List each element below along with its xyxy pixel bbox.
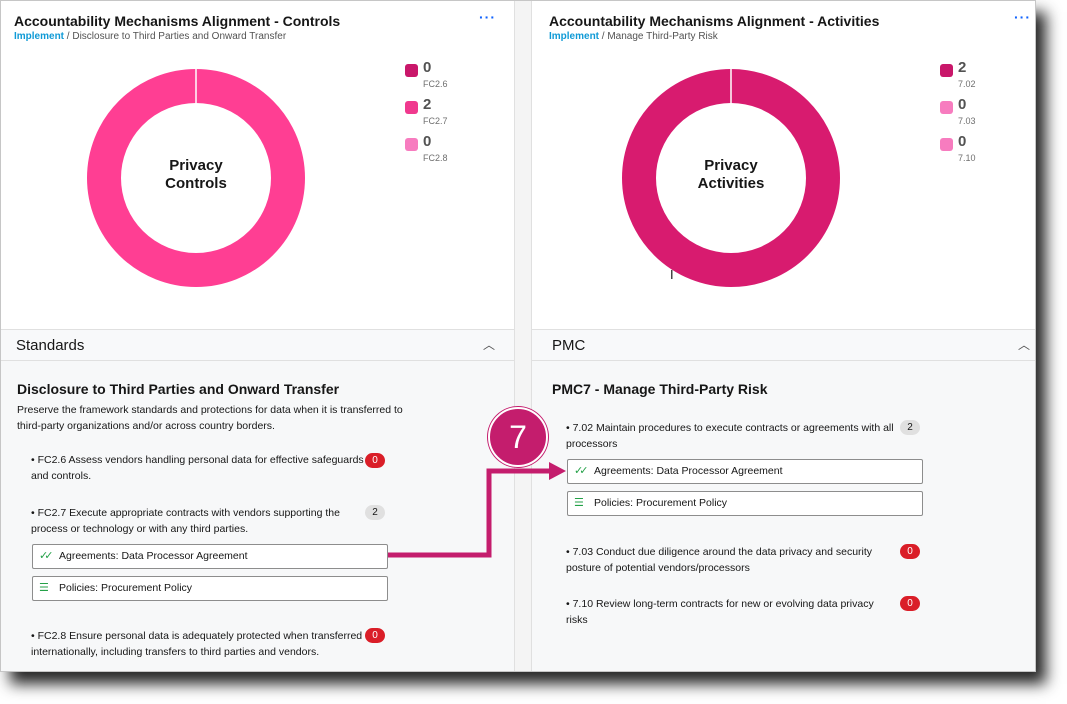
card-title: Accountability Mechanisms Alignment - Co… (14, 13, 341, 29)
count-badge: 0 (365, 628, 385, 643)
legend-label: FC2.7 (423, 116, 448, 126)
item-line: posture of potential vendors/processors (566, 562, 750, 574)
overflow-menu-icon[interactable]: ··· (479, 9, 496, 25)
chevron-up-icon[interactable]: ︿ (1018, 338, 1031, 352)
overflow-menu-icon[interactable]: ··· (1014, 9, 1031, 25)
breadcrumb-link[interactable]: Implement (14, 31, 65, 42)
count-badge: 0 (365, 453, 385, 468)
list-icon: ☰ (574, 497, 584, 509)
card-title: Accountability Mechanisms Alignment - Ac… (549, 13, 880, 29)
control-item-fc2-7: • FC2.7 Execute appropriate contracts wi… (31, 505, 366, 537)
agreement-link[interactable]: ✓✓ Agreements: Data Processor Agreement (32, 544, 388, 569)
legend-swatch (405, 101, 418, 114)
link-label: Agreements: Data Processor Agreement (59, 550, 248, 562)
section-header-label: Standards (16, 337, 85, 354)
pmc-title: PMC7 - Manage Third-Party Risk (552, 381, 768, 397)
app-frame: Accountability Mechanisms Alignment - Co… (0, 0, 1036, 672)
legend-value: 0 (958, 96, 967, 113)
standard-description: Preserve the framework standards and pro… (17, 402, 417, 434)
list-icon: ☰ (39, 582, 49, 594)
text-cursor-icon: I (670, 267, 674, 282)
count-badge: 0 (900, 544, 920, 559)
item-line: and controls. (31, 470, 92, 482)
control-item-fc2-8: • FC2.8 Ensure personal data is adequate… (31, 628, 366, 660)
donut-label-line1: Privacy (169, 157, 223, 174)
link-label: Policies: Procurement Policy (59, 582, 193, 594)
legend-value: 2 (423, 96, 432, 113)
legend-value: 2 (958, 59, 967, 76)
legend-value: 0 (423, 133, 432, 150)
activities-donut-chart[interactable] (622, 69, 840, 287)
count-badge: 2 (900, 420, 920, 435)
item-line: risks (566, 614, 588, 626)
legend-swatch (405, 138, 418, 151)
activity-item-7-02: • 7.02 Maintain procedures to execute co… (566, 420, 901, 452)
step-callout-badge: 7 (488, 407, 548, 467)
description-line: third-party organizations and/or across … (17, 420, 275, 432)
legend-swatch (405, 64, 418, 77)
pmc-section-header[interactable]: PMC ︿ (532, 329, 1035, 361)
double-check-icon: ✓✓ (574, 465, 588, 477)
item-line: • 7.03 Conduct due diligence around the … (566, 546, 873, 558)
item-line: process or technology or with any third … (31, 523, 249, 535)
breadcrumb-current: / Manage Third-Party Risk (599, 31, 718, 42)
item-line: • 7.10 Review long-term contracts for ne… (566, 598, 874, 610)
item-line: • 7.02 Maintain procedures to execute co… (566, 422, 894, 434)
donut-label-line2: Controls (165, 175, 227, 192)
legend-label: 7.02 (958, 79, 976, 89)
breadcrumb-link[interactable]: Implement (549, 31, 600, 42)
breadcrumb: Implement / Manage Third-Party Risk (549, 31, 718, 42)
legend-value: 0 (423, 59, 432, 76)
count-badge: 2 (365, 505, 385, 520)
standard-title: Disclosure to Third Parties and Onward T… (17, 381, 340, 397)
legend-label: FC2.6 (423, 79, 448, 89)
activities-panel: Accountability Mechanisms Alignment - Ac… (532, 1, 1035, 671)
chevron-up-icon[interactable]: ︿ (483, 338, 496, 352)
policy-link[interactable]: ☰ Policies: Procurement Policy (32, 576, 388, 601)
agreement-link[interactable]: ✓✓ Agreements: Data Processor Agreement (567, 459, 923, 484)
panel-divider (514, 1, 532, 671)
item-line: • FC2.7 Execute appropriate contracts wi… (31, 507, 340, 519)
item-line: processors (566, 438, 618, 450)
controls-donut-chart[interactable] (87, 69, 305, 287)
breadcrumb: Implement / Disclosure to Third Parties … (14, 31, 286, 42)
link-label: Agreements: Data Processor Agreement (594, 465, 783, 477)
count-badge: 0 (900, 596, 920, 611)
donut-center-label: Privacy Controls (87, 157, 305, 193)
activity-item-7-10: • 7.10 Review long-term contracts for ne… (566, 596, 901, 628)
description-line: Preserve the framework standards and pro… (17, 404, 403, 416)
legend-swatch (940, 101, 953, 114)
controls-panel: Accountability Mechanisms Alignment - Co… (1, 1, 514, 671)
item-line: internationally, including transfers to … (31, 646, 320, 658)
donut-label-line1: Privacy (704, 157, 758, 174)
item-line: • FC2.8 Ensure personal data is adequate… (31, 630, 363, 642)
standards-section-header[interactable]: Standards ︿ (1, 329, 514, 361)
legend-value: 0 (958, 133, 967, 150)
item-line: • FC2.6 Assess vendors handling personal… (31, 454, 364, 466)
control-item-fc2-6: • FC2.6 Assess vendors handling personal… (31, 452, 366, 484)
legend-label: FC2.8 (423, 153, 448, 163)
policy-link[interactable]: ☰ Policies: Procurement Policy (567, 491, 923, 516)
legend-swatch (940, 64, 953, 77)
activity-item-7-03: • 7.03 Conduct due diligence around the … (566, 544, 901, 576)
double-check-icon: ✓✓ (39, 550, 53, 562)
legend-label: 7.10 (958, 153, 976, 163)
legend-swatch (940, 138, 953, 151)
section-header-label: PMC (552, 337, 586, 354)
pmc-section-body (532, 361, 1035, 671)
legend-label: 7.03 (958, 116, 976, 126)
donut-center-label: Privacy Activities (622, 157, 840, 193)
breadcrumb-current: / Disclosure to Third Parties and Onward… (64, 31, 287, 42)
donut-label-line2: Activities (697, 175, 765, 192)
link-label: Policies: Procurement Policy (594, 497, 728, 509)
